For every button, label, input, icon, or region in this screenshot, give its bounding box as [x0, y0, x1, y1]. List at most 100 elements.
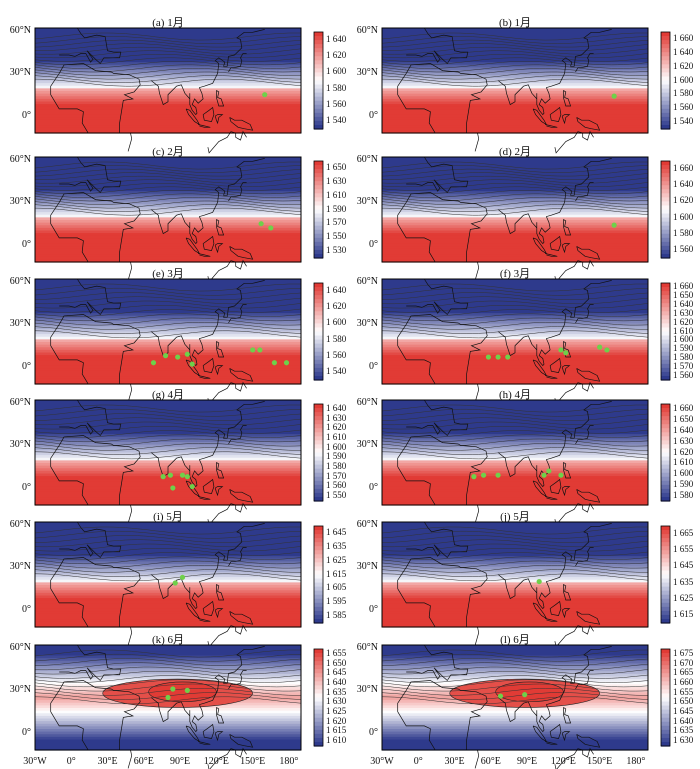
colorbar-step [661, 367, 670, 373]
contour-line [34, 283, 301, 292]
field-band [35, 117, 301, 121]
coastline [549, 235, 562, 252]
panel-title: (h) 4月 [498, 389, 532, 401]
colorbar-step [314, 408, 323, 413]
colorbar-step [314, 44, 323, 49]
coastline [536, 523, 612, 610]
field-band [382, 663, 648, 667]
colorbar-step [661, 420, 670, 425]
contour-line [34, 696, 302, 705]
field-band [382, 595, 648, 599]
coastline [189, 523, 265, 610]
y-tick-label: 30°N [356, 196, 378, 208]
coastline [497, 80, 538, 106]
field-band [382, 502, 648, 506]
field-band [382, 585, 648, 589]
field-band [382, 497, 648, 501]
y-tick-label: 60°N [9, 153, 31, 165]
colorbar-step [661, 574, 670, 580]
colorbar-step [314, 64, 323, 69]
coastline [228, 670, 247, 690]
contour-line [34, 300, 302, 309]
contour-line [381, 413, 649, 421]
field-band [382, 402, 648, 406]
field-band [35, 279, 301, 283]
field-band [35, 497, 301, 501]
field-band [35, 721, 301, 725]
y-tick-label: 0° [22, 109, 31, 121]
colorbar-step [661, 661, 670, 666]
colorbar-step [661, 44, 670, 49]
colorbar-label: 1 580 [673, 489, 694, 500]
field-band [382, 235, 648, 239]
field-band [35, 59, 301, 63]
colorbar-step [314, 193, 323, 198]
x-tick-label: 180° [279, 756, 299, 767]
field-band [35, 582, 301, 586]
field-band [35, 62, 301, 66]
field-band [35, 548, 301, 552]
colorbar-step [661, 92, 670, 98]
field-band [35, 363, 301, 367]
field-band [35, 172, 301, 176]
field-band [382, 217, 648, 221]
x-tick-label: 150°E [587, 756, 613, 767]
high-pressure-inner [495, 681, 564, 703]
contour-line [381, 283, 648, 292]
field-band [382, 527, 648, 531]
colorbar-step [314, 653, 323, 658]
contour-line [34, 683, 302, 692]
field-band [35, 28, 301, 32]
contour-line [381, 46, 649, 55]
colorbar [313, 282, 324, 381]
field-band [382, 729, 648, 733]
contour-line [381, 539, 649, 548]
colorbar-step [314, 570, 323, 576]
colorbar-step [661, 76, 670, 82]
field-band [35, 342, 301, 346]
colorbar-label: 1 630 [673, 435, 694, 446]
colorbar-step [661, 299, 670, 304]
field-band [382, 193, 648, 197]
colorbar-step [661, 606, 670, 612]
coastline [214, 114, 224, 125]
field-band [35, 355, 301, 359]
colorbar-step [314, 60, 323, 65]
colorbar-step [314, 602, 323, 608]
field-band [382, 561, 648, 565]
field-band [382, 548, 648, 552]
colorbar-step [314, 586, 323, 592]
coastline [214, 608, 224, 619]
colorbar-label: 1 655 [673, 544, 694, 555]
contour-line [381, 309, 649, 317]
contour-line [381, 287, 649, 296]
field-band [35, 658, 301, 662]
coastline [202, 600, 215, 617]
field-band [35, 368, 301, 372]
coastline [545, 741, 558, 745]
field-band [382, 185, 648, 190]
colorbar-step [314, 323, 323, 329]
field-band [382, 159, 648, 163]
contour-line [34, 451, 302, 460]
contour-line [34, 679, 302, 688]
contour-line [34, 526, 301, 535]
contour-line [34, 560, 302, 569]
field-band [35, 723, 301, 727]
contour-line [381, 36, 649, 44]
colorbar-step [661, 253, 670, 259]
colorbar-step [661, 303, 670, 308]
colorbar-step [661, 681, 670, 686]
colorbar-step [314, 68, 323, 74]
field-band [35, 230, 301, 234]
field-band [382, 718, 648, 722]
field-band [382, 206, 648, 211]
contour-line [381, 408, 649, 417]
field-band [382, 294, 648, 298]
y-tick-label: 0° [22, 726, 31, 738]
coastline [545, 496, 558, 500]
coastline [150, 209, 191, 235]
colorbar-label: 1 645 [673, 560, 694, 571]
field-band [382, 529, 648, 534]
field-band [382, 188, 648, 192]
